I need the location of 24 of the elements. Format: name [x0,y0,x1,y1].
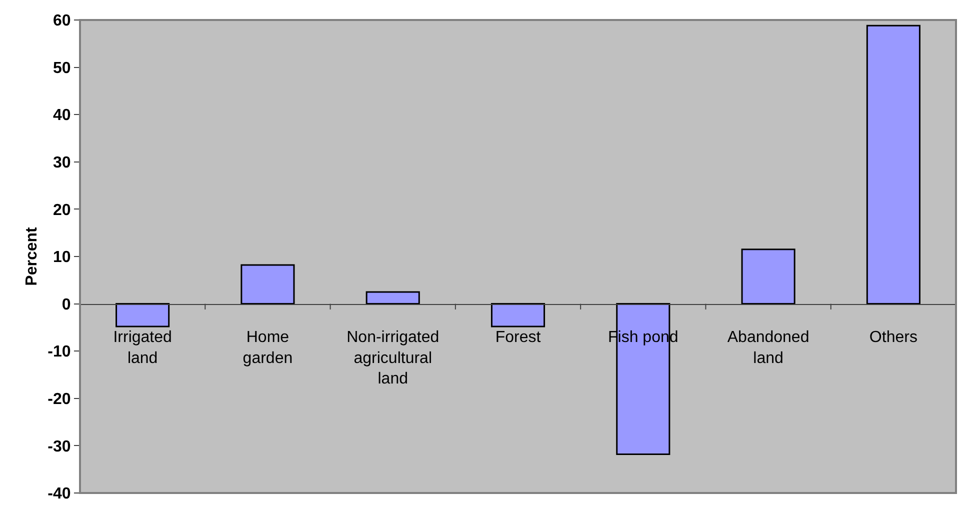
x-tick-label: Forest [495,329,542,346]
y-tick-label: -40 [48,486,71,503]
y-tick-label: 50 [53,60,71,77]
y-tick-label: 30 [53,154,71,172]
bar [366,291,420,305]
x-tick-label: Irrigated land [113,329,172,367]
y-tick-label: -20 [48,391,71,408]
x-tick-label: Abandoned land [727,329,810,367]
bar [490,303,546,328]
bar [116,303,170,328]
x-tick-label: Home garden [242,329,293,367]
y-tick-label: 0 [62,296,71,314]
x-tick-label: Others [869,329,918,346]
bar [240,264,295,305]
bar [741,248,796,305]
y-tick-label: -10 [48,344,71,361]
y-tick-label: 60 [53,12,71,30]
x-tick-label: Non-irrigated agricultural land [346,329,440,388]
y-tick-label: 20 [53,202,71,219]
bar [866,24,920,305]
y-tick-label: 40 [53,107,71,124]
y-tick-label: 10 [53,249,71,266]
y-tick-label: -30 [48,438,71,456]
y-axis-title: Percent [24,226,41,286]
